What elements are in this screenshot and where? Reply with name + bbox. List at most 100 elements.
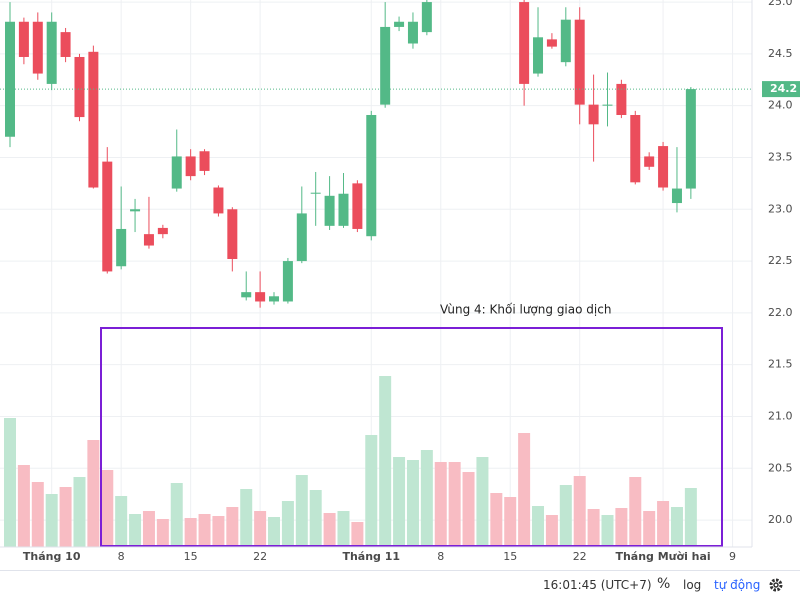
volume-bar bbox=[281, 501, 294, 547]
candle-body bbox=[671, 188, 682, 204]
volume-bar bbox=[504, 497, 517, 547]
settings-icon[interactable] bbox=[768, 577, 784, 593]
volume-bar bbox=[254, 511, 267, 547]
candle-body bbox=[533, 37, 544, 74]
candle-body bbox=[60, 32, 71, 57]
highlight-box bbox=[100, 327, 723, 547]
volume-bar bbox=[268, 517, 281, 547]
volume-bar bbox=[601, 515, 614, 547]
y-tick-label: 25.0 bbox=[768, 0, 793, 8]
y-tick-label: 22.0 bbox=[768, 306, 793, 319]
candle-body bbox=[630, 114, 641, 183]
volume-bar bbox=[532, 506, 545, 547]
volume-bar bbox=[559, 485, 572, 547]
volume-bar bbox=[240, 489, 253, 547]
x-tick-label: 22 bbox=[573, 550, 587, 563]
y-tick-label: 20.0 bbox=[768, 513, 793, 526]
y-tick-label: 23.0 bbox=[768, 202, 793, 215]
volume-bar bbox=[142, 511, 155, 547]
candle-body bbox=[338, 193, 349, 226]
clock: 16:01:45 (UTC+7) bbox=[543, 578, 652, 592]
volume-bar bbox=[170, 483, 183, 547]
candle-body bbox=[5, 21, 16, 137]
candle-body bbox=[116, 228, 127, 267]
volume-bar bbox=[684, 488, 697, 547]
axes: 20.0 20.5 21.0 21.5 22.0 22.5 23.0 23.5 24.0 24.5… bbox=[0, 0, 800, 563]
candle-body bbox=[171, 156, 182, 189]
volume-bar bbox=[406, 460, 419, 547]
y-tick-label: 22.5 bbox=[768, 254, 793, 267]
candle-body bbox=[157, 227, 168, 235]
candle-body bbox=[130, 209, 141, 212]
volume-bar bbox=[115, 496, 128, 547]
last-price-box bbox=[762, 81, 800, 98]
volume-bar bbox=[295, 475, 308, 547]
volume-bar bbox=[156, 519, 169, 547]
candle-body bbox=[658, 146, 669, 188]
volume-bar bbox=[657, 501, 670, 547]
candle-layer bbox=[5, 0, 696, 308]
log-button[interactable]: log bbox=[683, 578, 702, 592]
volume-layer bbox=[4, 376, 697, 547]
candle-body bbox=[685, 89, 696, 189]
volume-bar bbox=[337, 511, 350, 547]
volume-bar bbox=[365, 435, 378, 547]
candle-body bbox=[407, 21, 418, 44]
volume-bar bbox=[393, 457, 406, 547]
x-tick-label: Tháng 11 bbox=[342, 550, 400, 563]
x-tick-label: Tháng 10 bbox=[23, 550, 81, 563]
candle-body bbox=[46, 21, 57, 84]
candle-body bbox=[366, 114, 377, 237]
last-price-label: 24.2 bbox=[770, 82, 797, 95]
candle-body bbox=[185, 156, 196, 177]
volume-bar bbox=[587, 509, 600, 547]
candle-body bbox=[88, 51, 99, 188]
volume-bar bbox=[45, 494, 58, 547]
y-tick-label: 20.5 bbox=[768, 461, 793, 474]
candle-body bbox=[421, 2, 432, 33]
annotation: Vùng 4: Khối lượng giao dịch bbox=[440, 303, 611, 317]
x-tick-label: 15 bbox=[503, 550, 517, 563]
candle-body bbox=[199, 151, 210, 171]
volume-bar bbox=[379, 376, 392, 547]
volume-bar bbox=[545, 515, 558, 547]
x-tick-label: 22 bbox=[253, 550, 267, 563]
candle-body bbox=[324, 195, 335, 226]
candle-body bbox=[282, 261, 293, 302]
volume-bar bbox=[490, 493, 503, 547]
candle-body bbox=[296, 213, 307, 262]
candle-body bbox=[227, 209, 238, 259]
volume-bar bbox=[184, 518, 197, 547]
candle-body bbox=[32, 21, 43, 74]
candle-body bbox=[310, 192, 321, 194]
x-tick-label: 15 bbox=[184, 550, 198, 563]
volume-bar bbox=[212, 516, 225, 547]
candle-body bbox=[616, 83, 627, 115]
volume-bar bbox=[476, 457, 489, 547]
volume-bar bbox=[59, 487, 72, 547]
auto-button[interactable]: tự động bbox=[714, 578, 761, 592]
candle-body bbox=[588, 104, 599, 125]
toolbar: 16:01:45 (UTC+7) % log tự động bbox=[0, 570, 800, 600]
volume-bar bbox=[101, 470, 114, 547]
chart: Vùng 4: Khối lượng giao dịch 20.0 20.5 21.… bbox=[0, 0, 800, 563]
percent-button[interactable]: % bbox=[657, 576, 671, 592]
candle-body bbox=[560, 19, 571, 63]
volume-bar bbox=[198, 514, 211, 547]
volume-bar bbox=[615, 508, 628, 547]
candle-body bbox=[519, 2, 530, 84]
volume-bar bbox=[129, 514, 142, 547]
volume-bar bbox=[670, 507, 683, 547]
volume-bar bbox=[629, 477, 642, 547]
y-tick-label: 21.5 bbox=[768, 358, 793, 371]
candle-body bbox=[102, 161, 113, 272]
candle-body bbox=[380, 26, 391, 105]
volume-bar bbox=[87, 440, 100, 547]
candle-body bbox=[269, 296, 280, 302]
x-tick-label: 8 bbox=[437, 550, 444, 563]
volume-bar bbox=[420, 450, 433, 547]
x-tick-label: 9 bbox=[729, 550, 736, 563]
candle-body bbox=[602, 104, 613, 106]
candle-body bbox=[644, 156, 655, 167]
candle-body bbox=[352, 183, 363, 229]
